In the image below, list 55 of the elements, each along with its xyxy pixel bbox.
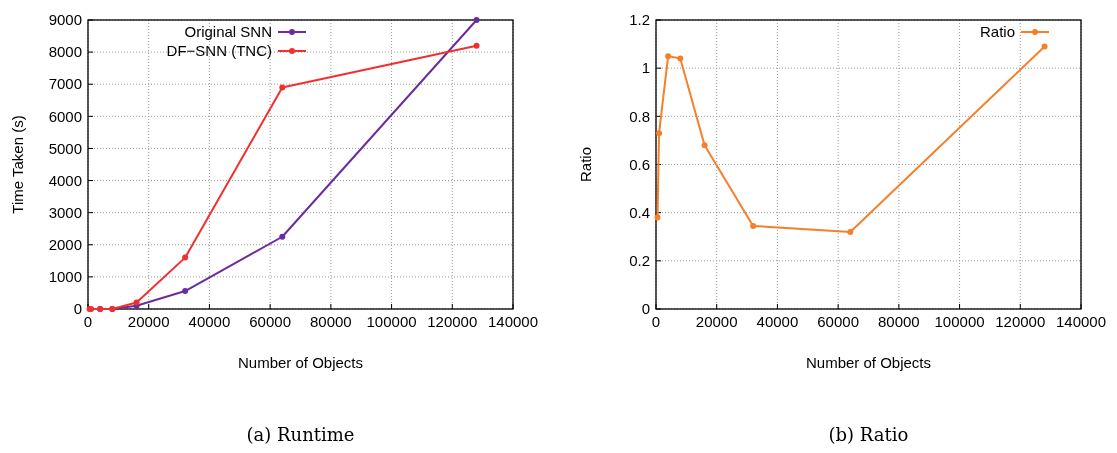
x-tick-label: 80000 <box>310 313 352 330</box>
y-tick-label: 1000 <box>48 268 82 286</box>
y-tick-label: 3000 <box>48 203 82 221</box>
point <box>677 55 684 62</box>
x-tick-label: 40000 <box>756 313 799 330</box>
y-tick-label: 0.2 <box>629 252 650 270</box>
y-tick-label: 0.6 <box>629 155 650 173</box>
point <box>182 288 189 295</box>
x-tick-label: 60000 <box>249 313 291 330</box>
y-tick-label: 2000 <box>48 236 82 254</box>
y-tick-label: 1.2 <box>629 11 650 29</box>
point <box>654 214 661 221</box>
x-tick-label: 100000 <box>934 313 985 330</box>
x-tick-label: 60000 <box>817 313 859 330</box>
point <box>1041 43 1048 50</box>
y-tick-label: 7000 <box>48 75 82 93</box>
text: (b) Ratio <box>828 424 909 445</box>
legend-label: DF−SNN (TNC) <box>166 42 272 60</box>
y-tick-label: 5000 <box>48 139 82 157</box>
point <box>665 53 672 60</box>
point <box>182 254 189 261</box>
y-tick-label: 0.8 <box>629 107 650 125</box>
legend-label: Ratio <box>979 23 1015 41</box>
x-tick-label: 0 <box>83 313 93 330</box>
x-axis-title: Number of Objects <box>805 354 932 371</box>
y-tick-label: 6000 <box>48 107 82 125</box>
point <box>473 17 480 23</box>
x-tick-label: 80000 <box>878 313 920 330</box>
y-tick-label: 0 <box>73 300 82 318</box>
point <box>656 130 663 137</box>
y-tick-label: 0 <box>641 300 650 318</box>
y-axis-title: Ratio <box>577 146 594 183</box>
y-tick-label: 1 <box>641 59 650 77</box>
y-tick-label: 8000 <box>48 43 82 61</box>
point <box>473 42 480 49</box>
y-tick-label: 0.4 <box>629 203 650 221</box>
point <box>701 142 708 149</box>
x-tick-label: 120000 <box>427 313 478 330</box>
point <box>279 233 286 240</box>
x-tick-label: 20000 <box>127 313 170 330</box>
y-tick-label: 4000 <box>48 171 82 189</box>
legend-label: Original SNN <box>184 23 272 41</box>
x-tick-label: 20000 <box>695 313 738 330</box>
y-tick-label: 9000 <box>48 11 82 29</box>
x-tick-label: 140000 <box>487 313 539 330</box>
point <box>279 84 286 91</box>
x-axis-title: Number of Objects <box>237 354 364 371</box>
point <box>847 228 854 235</box>
y-axis-title: Time Taken (s) <box>9 115 26 214</box>
point <box>750 222 757 229</box>
x-tick-label: 100000 <box>366 313 417 330</box>
x-tick-label: 140000 <box>1055 313 1107 330</box>
text: (a) Runtime <box>246 424 355 445</box>
x-tick-label: 120000 <box>995 313 1046 330</box>
x-tick-label: 40000 <box>188 313 231 330</box>
